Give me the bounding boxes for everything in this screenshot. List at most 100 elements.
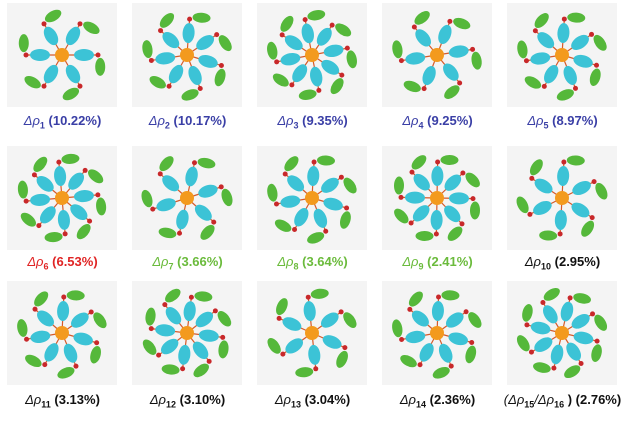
cyan-lobe xyxy=(160,338,179,355)
panel-label: Δρ9 (2.41%) xyxy=(375,254,500,272)
cyan-lobe xyxy=(282,317,302,331)
green-lobe xyxy=(284,156,299,172)
cyan-lobe xyxy=(44,343,59,362)
cyan-lobe xyxy=(310,66,323,87)
green-lobe xyxy=(522,304,533,322)
cyan-lobe xyxy=(73,190,94,203)
cyan-lobe xyxy=(554,209,567,230)
green-lobe xyxy=(83,21,100,35)
cyan-lobe xyxy=(307,166,320,187)
atom xyxy=(572,85,578,91)
atom xyxy=(557,231,563,237)
atom xyxy=(188,294,194,300)
atom xyxy=(218,184,224,190)
cyan-lobe xyxy=(162,31,180,49)
metal-atom xyxy=(55,326,69,340)
cyan-lobe xyxy=(68,172,85,190)
atom xyxy=(292,226,298,232)
green-lobe xyxy=(392,40,403,59)
cyan-lobe xyxy=(448,192,469,205)
cyan-lobe xyxy=(162,175,180,192)
green-lobe xyxy=(343,177,357,194)
metal-atom xyxy=(430,48,444,62)
green-lobe xyxy=(34,291,49,307)
green-lobe xyxy=(340,211,351,229)
green-lobe xyxy=(298,89,317,100)
cyan-lobe xyxy=(155,324,176,337)
atom xyxy=(157,171,163,177)
atom xyxy=(191,160,197,166)
atom xyxy=(166,83,172,89)
value: (3.64%) xyxy=(302,254,348,269)
atom xyxy=(73,363,79,369)
value: (10.17%) xyxy=(173,113,227,128)
green-lobe xyxy=(469,201,481,220)
metal-atom xyxy=(430,191,444,205)
atom xyxy=(594,62,600,68)
cyan-lobe xyxy=(294,208,309,227)
cyan-lobe xyxy=(198,329,219,342)
green-lobe xyxy=(44,9,62,23)
green-lobe xyxy=(533,362,551,373)
green-lobe xyxy=(307,232,325,244)
green-lobe xyxy=(44,232,63,243)
green-lobe xyxy=(468,312,482,328)
green-lobe xyxy=(394,208,409,224)
atom xyxy=(527,211,533,217)
cyan-lobe xyxy=(185,166,198,187)
panel-label: Δρ14 (2.36%) xyxy=(375,392,500,410)
atom xyxy=(23,52,29,58)
value: (3.66%) xyxy=(177,254,223,269)
panel-label: Δρ6 (6.53%) xyxy=(0,254,125,272)
value: (8.97%) xyxy=(552,113,598,128)
label: (Δρ xyxy=(503,392,525,407)
cyan-lobe xyxy=(412,205,430,222)
atom xyxy=(187,16,193,22)
cyan-lobe xyxy=(323,44,344,57)
cyan-lobe xyxy=(155,52,176,65)
green-lobe xyxy=(159,156,174,172)
green-lobe xyxy=(96,197,107,216)
cyan-lobe xyxy=(534,178,553,194)
atom xyxy=(302,17,308,23)
cyan-lobe xyxy=(285,338,304,354)
cyan-lobe xyxy=(571,202,590,218)
atom xyxy=(540,299,546,305)
atom xyxy=(421,86,427,92)
cyan-lobe xyxy=(443,63,459,81)
green-lobe xyxy=(192,12,211,23)
green-lobe xyxy=(529,159,543,176)
metal-atom xyxy=(430,326,444,340)
cyan-lobe xyxy=(445,312,464,328)
green-lobe xyxy=(317,155,335,166)
atom xyxy=(398,58,404,64)
cyan-lobe xyxy=(566,342,582,361)
atom xyxy=(433,231,439,237)
green-lobe xyxy=(517,40,528,59)
green-lobe xyxy=(66,290,85,301)
cyan-lobe xyxy=(70,204,88,221)
green-lobe xyxy=(200,224,215,240)
subscript: 12 xyxy=(166,399,177,410)
green-lobe xyxy=(17,319,28,337)
panel-label: Δρ4 (9.25%) xyxy=(375,113,500,131)
atom xyxy=(279,32,285,38)
label: Δρ xyxy=(402,254,419,269)
label: Δρ xyxy=(152,254,169,269)
green-lobe xyxy=(25,354,42,368)
cyan-lobe xyxy=(36,175,54,192)
metal-atom xyxy=(180,48,194,62)
cyan-lobe xyxy=(43,26,59,46)
atom xyxy=(32,306,38,312)
atom xyxy=(529,175,535,181)
green-lobe xyxy=(218,340,229,359)
cyan-lobe xyxy=(448,45,469,58)
panel-label: Δρ5 (8.97%) xyxy=(500,113,625,131)
label: Δρ xyxy=(274,392,291,407)
atom xyxy=(77,21,83,27)
green-lobe xyxy=(17,180,28,199)
label: Δρ xyxy=(402,113,419,128)
cyan-lobe xyxy=(534,337,553,353)
atom xyxy=(541,83,547,89)
subscript: 13 xyxy=(291,399,302,410)
